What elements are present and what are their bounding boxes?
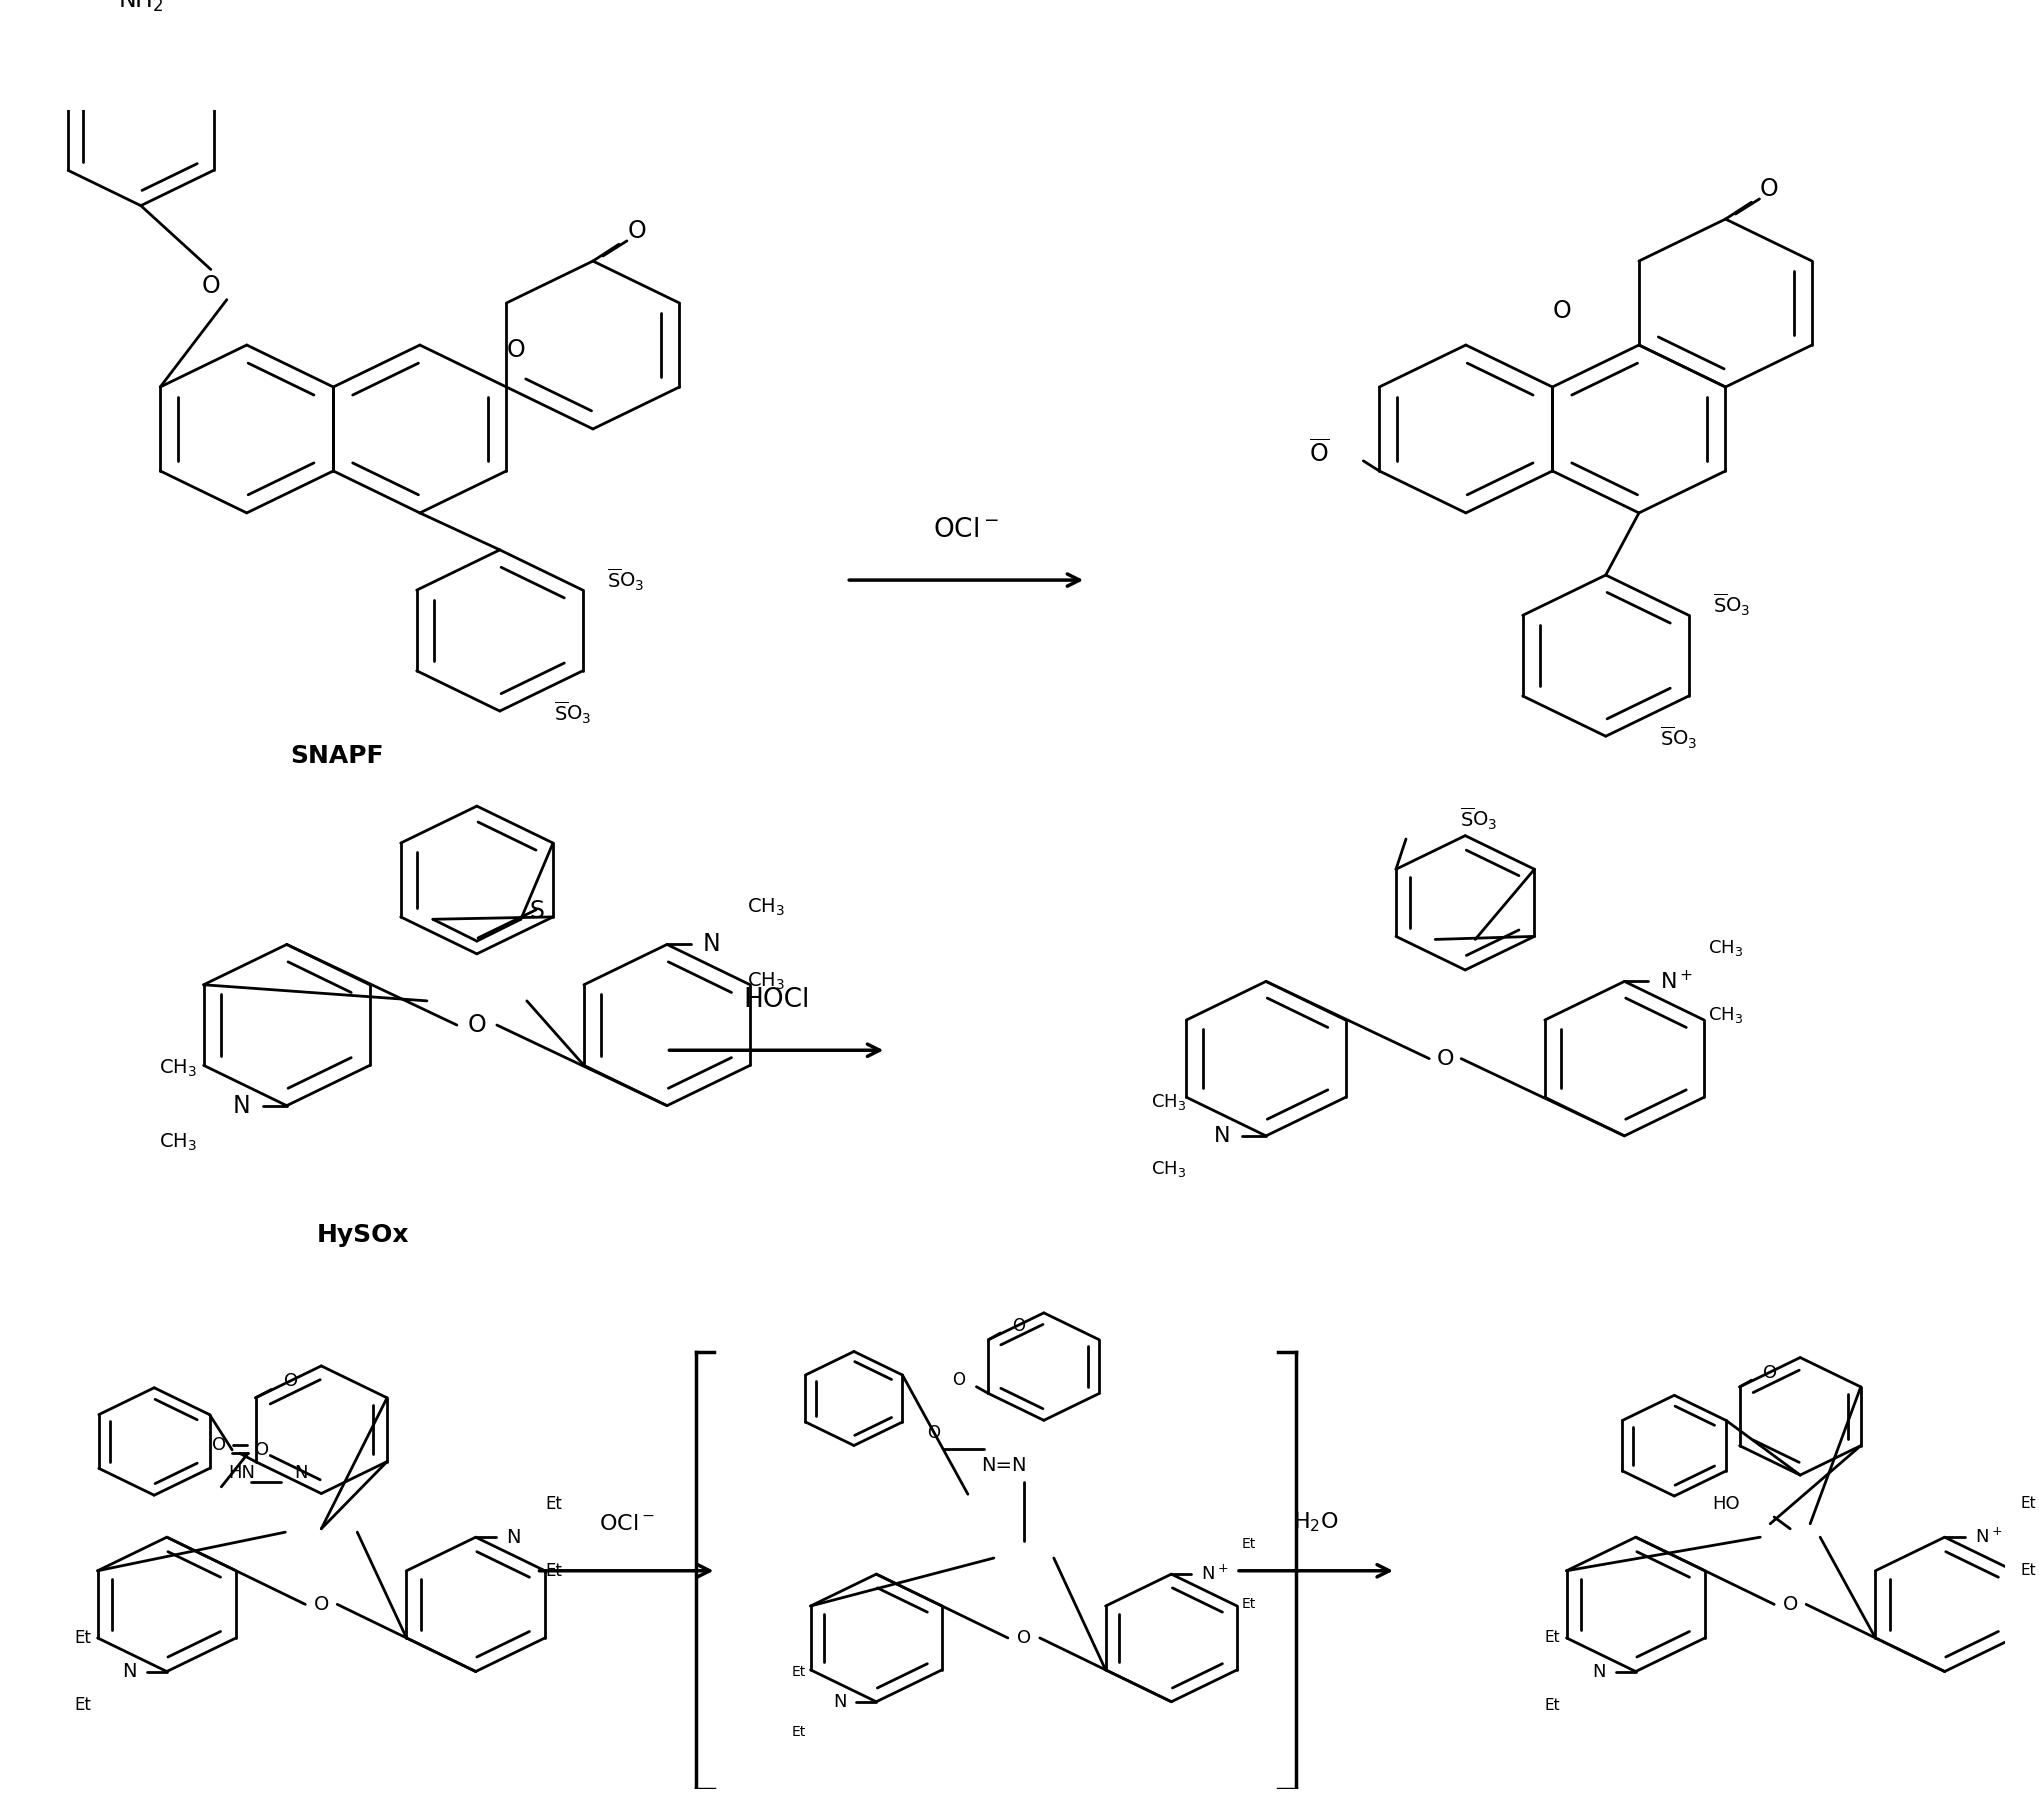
Text: O: O: [202, 275, 220, 298]
Text: $\overline{\mathrm{S}}$O$_3$: $\overline{\mathrm{S}}$O$_3$: [606, 568, 644, 593]
Text: $\overline{\mathrm{S}}$O$_3$: $\overline{\mathrm{S}}$O$_3$: [1460, 806, 1497, 832]
Text: O: O: [508, 338, 526, 363]
Text: O: O: [1760, 176, 1778, 201]
Text: CH$_3$: CH$_3$: [1707, 1006, 1743, 1026]
Text: $\overline{\mathrm{S}}$O$_3$: $\overline{\mathrm{S}}$O$_3$: [1660, 726, 1696, 751]
Text: HO: HO: [1713, 1494, 1739, 1512]
Text: Et: Et: [1544, 1697, 1560, 1713]
Text: $\overline{\mathrm{S}}$O$_3$: $\overline{\mathrm{S}}$O$_3$: [1713, 593, 1749, 618]
Text: Et: Et: [544, 1563, 563, 1580]
Text: CH$_3$: CH$_3$: [1150, 1092, 1185, 1112]
Text: N: N: [122, 1661, 137, 1681]
Text: HySOx: HySOx: [316, 1223, 408, 1246]
Text: N: N: [1592, 1663, 1605, 1681]
Text: Et: Et: [1544, 1631, 1560, 1645]
Text: N: N: [1213, 1126, 1230, 1146]
Text: Et: Et: [2019, 1496, 2035, 1510]
Text: $\overline{\mathrm{O}}$: $\overline{\mathrm{O}}$: [1309, 440, 1329, 467]
Text: HOCl: HOCl: [742, 988, 809, 1013]
Text: CH$_3$: CH$_3$: [159, 1058, 196, 1079]
Text: N: N: [294, 1464, 308, 1482]
Text: H$_2$O: H$_2$O: [1293, 1510, 1338, 1534]
Text: O: O: [212, 1435, 226, 1453]
Text: CH$_3$: CH$_3$: [746, 896, 785, 918]
Text: Et: Et: [791, 1665, 805, 1679]
Text: O: O: [283, 1372, 298, 1390]
Text: N$^+$: N$^+$: [1974, 1528, 2000, 1546]
Text: O: O: [1015, 1629, 1030, 1647]
Text: Et: Et: [73, 1629, 92, 1647]
Text: N: N: [832, 1694, 846, 1712]
Text: CH$_3$: CH$_3$: [746, 972, 785, 991]
Text: O: O: [1782, 1595, 1796, 1615]
Text: Et: Et: [791, 1724, 805, 1739]
Text: HN: HN: [228, 1464, 255, 1482]
Text: O: O: [628, 219, 646, 242]
Text: O: O: [255, 1440, 269, 1458]
Text: S: S: [528, 898, 544, 923]
Text: OCl$^-$: OCl$^-$: [932, 517, 999, 542]
Text: Et: Et: [544, 1494, 563, 1512]
Text: O: O: [1762, 1365, 1776, 1383]
Text: N=N: N=N: [981, 1457, 1026, 1475]
Text: N: N: [232, 1094, 251, 1117]
Text: CH$_3$: CH$_3$: [159, 1131, 196, 1153]
Text: O: O: [314, 1595, 328, 1615]
Text: O: O: [1011, 1316, 1024, 1334]
Text: CH$_3$: CH$_3$: [1707, 938, 1743, 957]
Text: $\overline{\mathrm{S}}$O$_3$: $\overline{\mathrm{S}}$O$_3$: [555, 700, 591, 726]
Text: NH$_2$: NH$_2$: [118, 0, 163, 14]
Text: SNAPF: SNAPF: [290, 744, 383, 769]
Text: O: O: [467, 1013, 485, 1036]
Text: N: N: [506, 1528, 520, 1546]
Text: O: O: [1552, 300, 1570, 323]
Text: Et: Et: [1240, 1597, 1254, 1611]
Text: OCl$^-$: OCl$^-$: [597, 1514, 655, 1534]
Text: N: N: [703, 932, 720, 957]
Text: O: O: [1435, 1049, 1454, 1069]
Text: Et: Et: [73, 1695, 92, 1713]
Text: O: O: [952, 1370, 964, 1388]
Text: N$^+$: N$^+$: [1201, 1564, 1227, 1584]
Text: N$^+$: N$^+$: [1660, 970, 1692, 993]
Text: Et: Et: [2019, 1563, 2035, 1579]
Text: CH$_3$: CH$_3$: [1150, 1160, 1185, 1180]
Text: Et: Et: [1240, 1537, 1254, 1552]
Text: O: O: [926, 1424, 940, 1442]
